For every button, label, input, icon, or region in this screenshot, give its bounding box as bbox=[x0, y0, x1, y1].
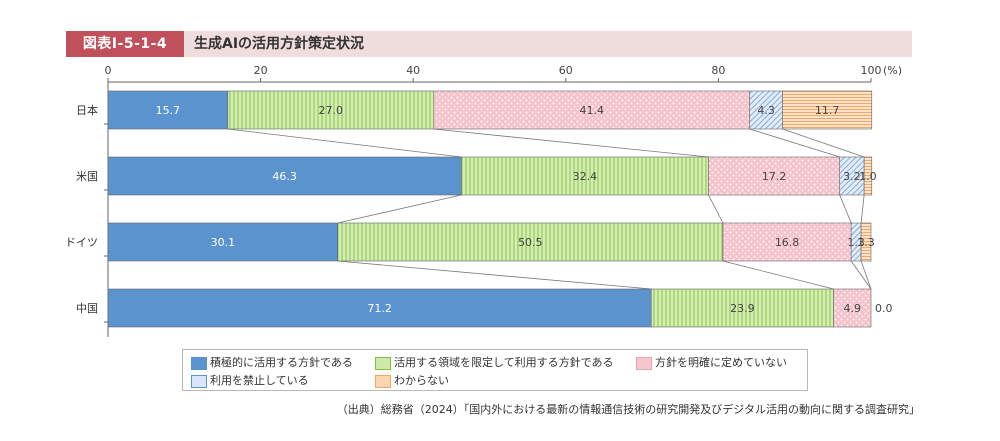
connector-line bbox=[749, 128, 840, 158]
x-tick-label: 0 bbox=[105, 64, 112, 77]
bar-segment-actively-use bbox=[107, 156, 462, 196]
bar-segment-limited-use bbox=[650, 288, 834, 328]
bar-segment-undecided bbox=[722, 222, 852, 262]
data-label: 41.4 bbox=[579, 104, 604, 117]
data-label: 3.2 bbox=[843, 170, 861, 183]
legend-label: 活用する領域を限定して利用する方針である bbox=[394, 356, 614, 369]
bar-segment-limited-use bbox=[460, 156, 709, 196]
legend-swatch bbox=[375, 375, 391, 388]
chart-title: 生成AIの活用方針策定状況 bbox=[194, 36, 365, 52]
legend-label: 方針を明確に定めていない bbox=[655, 356, 787, 369]
data-label: 30.1 bbox=[211, 236, 236, 249]
legend-swatch bbox=[636, 357, 652, 370]
bar-segment-unknown bbox=[782, 90, 873, 130]
data-label: 1.3 bbox=[857, 236, 875, 249]
bar-segment-actively-use bbox=[107, 222, 338, 262]
chart-legend: 積極的に活用する方針である 活用する領域を限定して利用する方針である 方針を明確に定… bbox=[182, 349, 808, 391]
legend-label: 積極的に活用する方針である bbox=[210, 356, 353, 369]
x-tick-label: 100 bbox=[861, 64, 882, 77]
bar-segment-limited-use bbox=[337, 222, 724, 262]
bar-segment-unknown bbox=[860, 222, 872, 262]
connector-line bbox=[708, 194, 724, 224]
connector-line bbox=[337, 260, 652, 290]
x-tick-label: 40 bbox=[406, 64, 420, 77]
legend-swatch bbox=[191, 357, 207, 370]
data-label: 27.0 bbox=[319, 104, 344, 117]
connector-line bbox=[850, 260, 872, 290]
data-label: 71.2 bbox=[367, 302, 392, 315]
data-label: 15.7 bbox=[156, 104, 181, 117]
bar-segment-unknown bbox=[863, 156, 873, 196]
data-label: 46.3 bbox=[272, 170, 297, 183]
bar-segment-limited-use bbox=[227, 90, 435, 130]
legend-swatch bbox=[191, 375, 207, 388]
bar-segment-undecided bbox=[708, 156, 841, 196]
source-note: （出典）総務省（2024）「国内外における最新の情報通信技術の研究開発及びデジタ… bbox=[336, 403, 920, 416]
data-label: 11.7 bbox=[815, 104, 840, 117]
connector-line bbox=[337, 194, 462, 224]
bar-segment-actively-use bbox=[107, 288, 652, 328]
connector-line bbox=[433, 128, 709, 158]
category-label: 日本 bbox=[76, 103, 98, 117]
x-tick-label: 20 bbox=[254, 64, 268, 77]
connector-line bbox=[860, 194, 865, 224]
category-label: 中国 bbox=[76, 302, 98, 315]
x-tick-label: 80 bbox=[711, 64, 725, 77]
connector-line bbox=[860, 260, 872, 290]
data-label: 23.9 bbox=[730, 302, 755, 315]
data-label: 0.0 bbox=[875, 302, 893, 315]
connector-line bbox=[839, 194, 852, 224]
bar-segment-actively-use bbox=[107, 90, 229, 130]
connector-line bbox=[227, 128, 462, 158]
data-label: 1.3 bbox=[847, 236, 865, 249]
legend-label: 利用を禁止している bbox=[210, 374, 309, 387]
category-label: ドイツ bbox=[65, 236, 98, 249]
data-label: 1.0 bbox=[859, 170, 877, 183]
bar-segment-undecided bbox=[833, 288, 872, 328]
data-label: 16.8 bbox=[775, 236, 800, 249]
figure-header: 図表Ⅰ-5-1-4 生成AIの活用方針策定状況 bbox=[66, 31, 912, 57]
data-label: 32.4 bbox=[573, 170, 598, 183]
data-label: 50.5 bbox=[518, 236, 543, 249]
x-tick-label: 60 bbox=[559, 64, 573, 77]
data-label: 17.2 bbox=[762, 170, 787, 183]
data-label: 4.3 bbox=[757, 104, 775, 117]
bar-segment-undecided bbox=[433, 90, 750, 130]
legend-swatch bbox=[375, 357, 391, 370]
connector-line bbox=[782, 128, 865, 158]
category-label: 米国 bbox=[76, 170, 98, 183]
x-unit-label: (%) bbox=[883, 64, 902, 77]
connector-line bbox=[722, 260, 834, 290]
figure-number: 図表Ⅰ-5-1-4 bbox=[66, 31, 184, 57]
legend-label: わからない bbox=[394, 374, 449, 387]
data-label: 4.9 bbox=[844, 302, 862, 315]
bar-segment-prohibited bbox=[839, 156, 865, 196]
